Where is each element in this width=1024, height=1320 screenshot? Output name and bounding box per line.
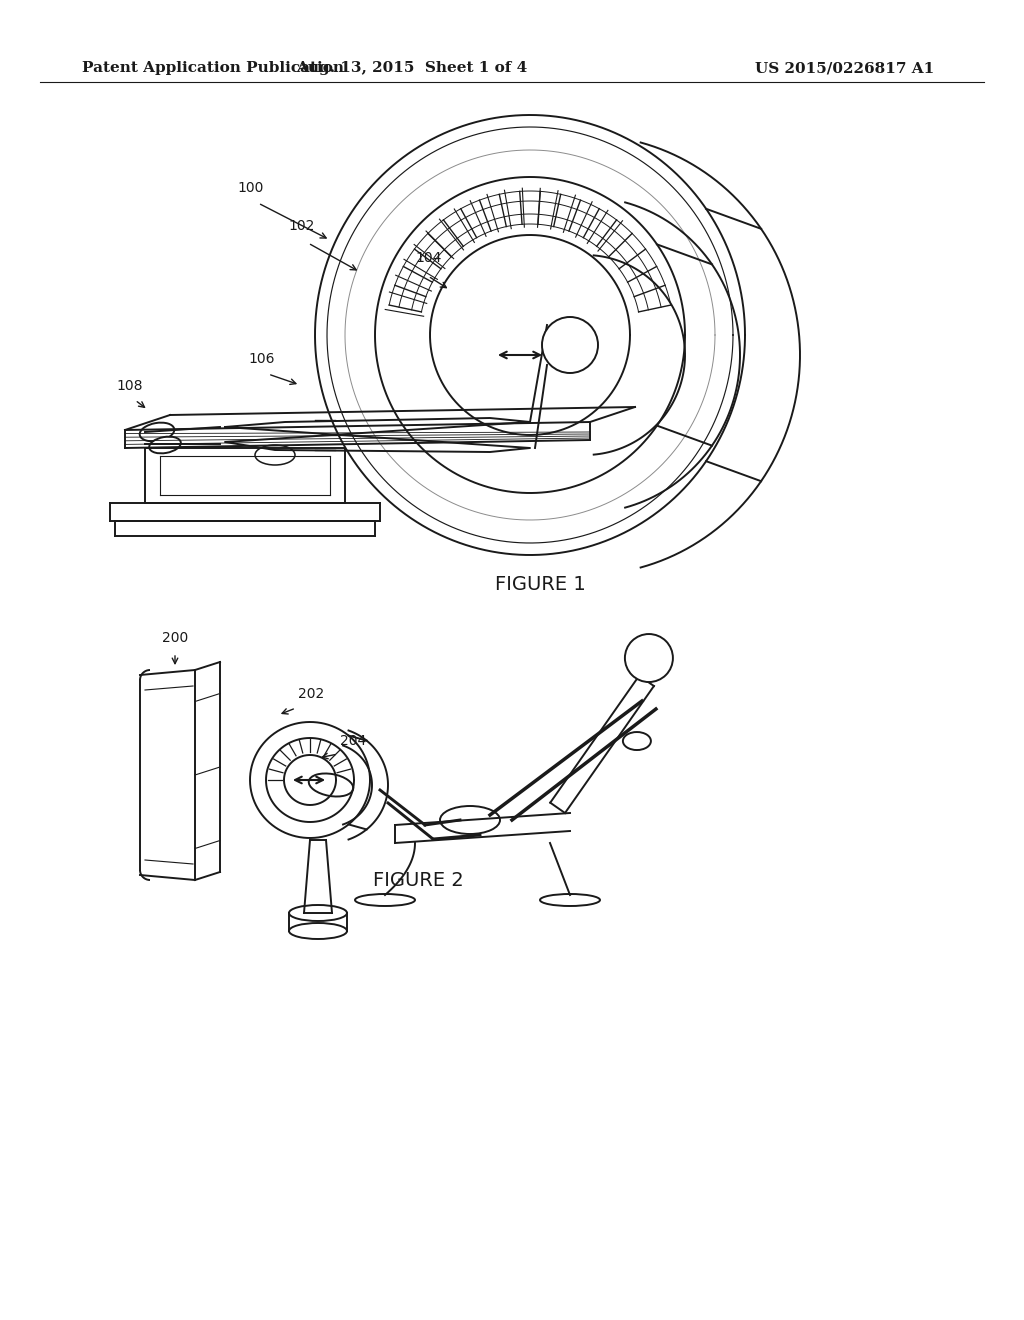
Ellipse shape [289, 906, 347, 921]
Text: 100: 100 [237, 181, 263, 195]
Text: 202: 202 [298, 686, 325, 701]
Text: 106: 106 [248, 352, 274, 366]
Text: 200: 200 [162, 631, 188, 645]
Text: FIGURE 2: FIGURE 2 [373, 870, 464, 890]
Circle shape [625, 634, 673, 682]
Text: 108: 108 [116, 379, 142, 393]
Ellipse shape [440, 807, 500, 834]
Text: Patent Application Publication: Patent Application Publication [82, 61, 344, 75]
Text: 104: 104 [415, 251, 441, 265]
Text: Aug. 13, 2015  Sheet 1 of 4: Aug. 13, 2015 Sheet 1 of 4 [296, 61, 527, 75]
Ellipse shape [309, 774, 353, 796]
Text: US 2015/0226817 A1: US 2015/0226817 A1 [755, 61, 934, 75]
Ellipse shape [150, 437, 181, 453]
Text: 204: 204 [340, 734, 367, 748]
Circle shape [542, 317, 598, 374]
Ellipse shape [139, 422, 174, 441]
Text: 102: 102 [288, 219, 314, 234]
Ellipse shape [289, 923, 347, 939]
Ellipse shape [540, 894, 600, 906]
Text: FIGURE 1: FIGURE 1 [495, 576, 586, 594]
Ellipse shape [623, 733, 651, 750]
Ellipse shape [355, 894, 415, 906]
